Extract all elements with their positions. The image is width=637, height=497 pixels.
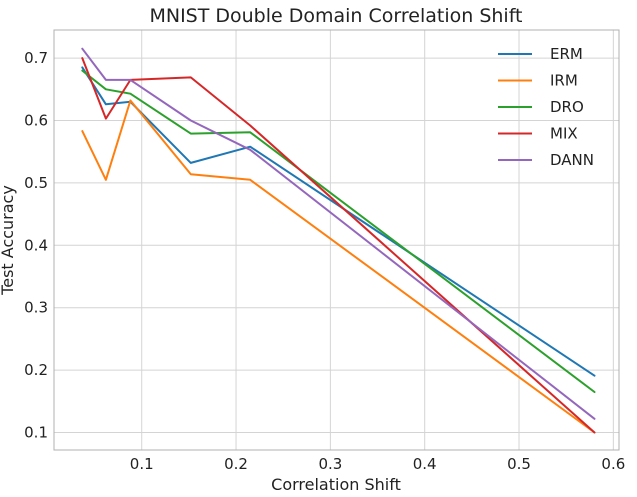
series-line-mix bbox=[81, 57, 596, 434]
series-line-irm bbox=[81, 99, 596, 434]
legend-label: DANN bbox=[550, 151, 594, 169]
legend-item-irm: IRM bbox=[498, 72, 578, 90]
grid-lines bbox=[54, 30, 619, 450]
legend-item-dro: DRO bbox=[498, 98, 584, 116]
x-tick-label: 0.4 bbox=[413, 455, 437, 473]
y-tick-label: 0.1 bbox=[24, 424, 48, 442]
legend-label: IRM bbox=[550, 72, 578, 90]
plot-frame bbox=[53, 29, 620, 451]
y-tick-label: 0.5 bbox=[24, 174, 48, 192]
series-line-dro bbox=[81, 69, 596, 393]
y-tick-label: 0.2 bbox=[24, 361, 48, 379]
legend-label: DRO bbox=[550, 98, 584, 116]
legend-item-erm: ERM bbox=[498, 45, 583, 63]
series-line-dann bbox=[81, 47, 596, 420]
legend-item-dann: DANN bbox=[498, 151, 594, 169]
legend-item-mix: MIX bbox=[498, 125, 578, 143]
legend: ERM IRM DRO MIX DANN bbox=[498, 45, 594, 169]
y-tick-label: 0.4 bbox=[24, 236, 48, 254]
y-tick-label: 0.3 bbox=[24, 299, 48, 317]
series-lines bbox=[81, 47, 596, 434]
x-tick-label: 0.6 bbox=[601, 455, 625, 473]
x-tick-label: 0.2 bbox=[224, 455, 248, 473]
x-tick-labels: 0.1 0.2 0.3 0.4 0.5 0.6 bbox=[130, 455, 625, 473]
x-tick-label: 0.5 bbox=[507, 455, 531, 473]
legend-label: ERM bbox=[550, 45, 583, 63]
y-tick-labels: 0.1 0.2 0.3 0.4 0.5 0.6 0.7 bbox=[24, 49, 48, 441]
y-tick-label: 0.7 bbox=[24, 49, 48, 67]
legend-label: MIX bbox=[550, 125, 578, 143]
y-tick-label: 0.6 bbox=[24, 111, 48, 129]
series-line-erm bbox=[81, 66, 596, 377]
x-tick-label: 0.3 bbox=[318, 455, 342, 473]
y-axis-title: Test Accuracy bbox=[0, 185, 17, 296]
x-tick-label: 0.1 bbox=[130, 455, 154, 473]
x-axis-title: Correlation Shift bbox=[271, 475, 401, 494]
chart-title: MNIST Double Domain Correlation Shift bbox=[149, 5, 522, 27]
